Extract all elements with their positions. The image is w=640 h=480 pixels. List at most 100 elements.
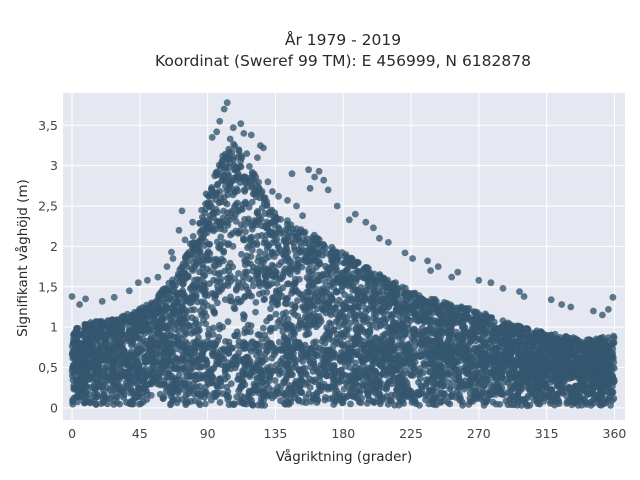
data-point — [545, 334, 553, 342]
data-point — [248, 246, 256, 254]
data-point — [141, 340, 149, 348]
data-point — [209, 256, 217, 264]
data-point — [422, 396, 429, 404]
data-point — [213, 238, 221, 246]
data-point — [244, 321, 252, 329]
data-point — [126, 333, 134, 341]
data-point — [413, 298, 421, 306]
data-point — [375, 288, 383, 296]
data-point — [196, 220, 204, 227]
data-point — [423, 309, 431, 317]
data-point — [329, 262, 336, 270]
data-point — [372, 334, 380, 342]
data-point — [68, 343, 76, 350]
data-point — [166, 294, 174, 302]
data-point — [372, 317, 380, 325]
data-point — [232, 176, 240, 184]
data-point — [317, 318, 325, 325]
data-point — [374, 340, 381, 348]
data-point — [458, 319, 466, 327]
data-point — [443, 362, 451, 369]
data-point — [203, 265, 211, 273]
data-point — [216, 399, 224, 406]
data-point — [238, 250, 245, 258]
data-point — [108, 316, 115, 324]
data-point — [245, 215, 252, 223]
data-point — [345, 325, 353, 333]
data-point — [261, 250, 269, 258]
data-point — [275, 371, 283, 378]
data-point — [404, 321, 412, 328]
data-point — [605, 352, 613, 360]
data-point — [211, 309, 219, 317]
data-point — [217, 233, 225, 241]
data-point — [322, 278, 329, 286]
data-point — [359, 266, 367, 274]
data-point — [163, 305, 171, 312]
data-point — [512, 325, 520, 333]
data-point — [192, 316, 199, 324]
data-point — [213, 217, 221, 225]
data-point — [204, 221, 212, 229]
data-point — [241, 236, 249, 244]
data-point — [268, 261, 276, 269]
data-point — [452, 319, 459, 327]
data-point — [290, 239, 297, 247]
data-point — [360, 315, 368, 323]
data-point — [486, 314, 493, 322]
data-point — [199, 213, 206, 221]
data-point — [187, 306, 195, 314]
data-point — [370, 310, 378, 317]
data-point — [418, 316, 425, 324]
data-point — [430, 305, 438, 313]
data-point — [98, 333, 105, 341]
data-point — [379, 332, 387, 340]
data-point — [191, 276, 198, 284]
data-point — [468, 327, 476, 334]
data-point — [319, 270, 327, 278]
data-point — [281, 251, 289, 259]
data-point — [342, 299, 350, 306]
data-point — [132, 331, 140, 339]
data-point — [124, 317, 132, 324]
data-point — [582, 360, 589, 368]
data-point — [172, 333, 180, 341]
data-point — [246, 163, 253, 170]
data-point — [168, 319, 176, 327]
data-point — [224, 318, 232, 326]
data-point — [322, 331, 330, 339]
data-point — [300, 304, 307, 312]
data-point — [436, 307, 444, 315]
data-point — [189, 233, 197, 240]
data-point — [295, 234, 302, 241]
data-point — [265, 268, 273, 275]
data-point — [181, 297, 188, 305]
data-point — [158, 332, 166, 340]
data-point — [216, 244, 224, 252]
data-point — [502, 331, 510, 339]
data-point — [423, 332, 431, 339]
data-point — [530, 334, 538, 342]
data-point — [572, 335, 579, 343]
data-point — [248, 198, 256, 206]
data-point — [309, 237, 316, 245]
data-point — [300, 297, 308, 304]
data-point — [312, 313, 320, 321]
data-point — [335, 296, 343, 304]
data-point — [537, 328, 545, 336]
data-point — [179, 272, 187, 280]
data-point — [313, 305, 321, 313]
data-point — [210, 262, 218, 270]
data-point — [304, 255, 312, 263]
data-point — [198, 311, 205, 319]
data-point — [362, 304, 369, 312]
data-point — [333, 288, 341, 296]
data-point — [263, 202, 270, 209]
data-point — [305, 265, 312, 273]
data-point — [405, 300, 412, 308]
data-point — [179, 356, 187, 364]
data-point — [309, 282, 316, 289]
data-point — [252, 308, 259, 316]
data-point — [267, 219, 275, 227]
